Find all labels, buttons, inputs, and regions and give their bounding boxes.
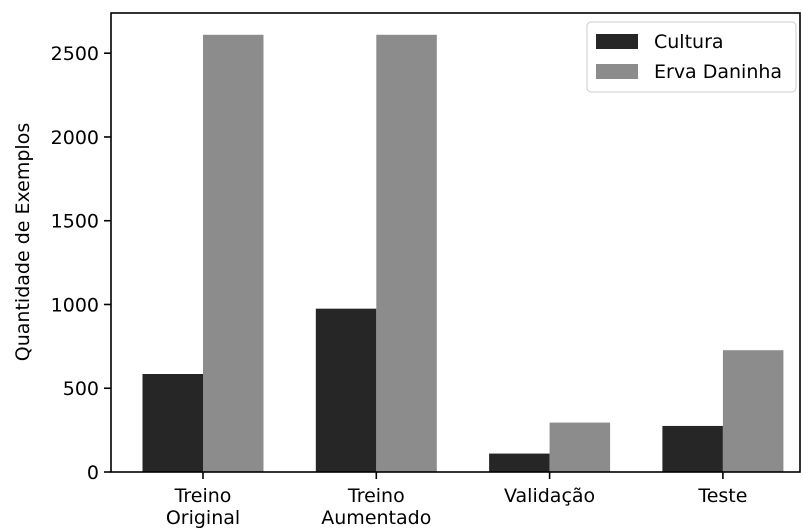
legend-label-erva-daninha: Erva Daninha (654, 61, 782, 83)
bar-erva-daninha-2 (549, 422, 611, 472)
bar-cultura-2 (489, 453, 550, 472)
x-category-label: Treino (347, 485, 405, 507)
bars-group (142, 34, 784, 472)
bar-cultura-1 (315, 308, 377, 472)
y-tick-label: 500 (63, 378, 99, 400)
legend-label-cultura: Cultura (654, 31, 724, 53)
y-axis: 0 500 1000 1500 2000 2500 (51, 43, 111, 484)
y-tick-label: 1500 (51, 211, 99, 233)
x-category-label: Validação (504, 485, 595, 507)
x-category-label: Aumentado (321, 507, 431, 528)
y-axis-label: Quantidade de Exemplos (12, 123, 34, 361)
legend: Cultura Erva Daninha (586, 21, 797, 93)
bar-cultura-3 (662, 425, 723, 472)
legend-swatch-erva-daninha (596, 64, 638, 79)
y-tick-label: 1000 (51, 294, 99, 316)
y-tick-label: 0 (87, 462, 99, 484)
legend-swatch-cultura (596, 34, 638, 49)
bar-erva-daninha-3 (722, 350, 784, 472)
x-category-label: Original (166, 507, 240, 528)
x-category-label: Treino (174, 485, 232, 507)
bar-erva-daninha-0 (203, 34, 264, 472)
bar-cultura-0 (142, 374, 203, 472)
legend-frame (586, 21, 797, 93)
x-category-label: Teste (697, 485, 747, 507)
plot-area-frame (110, 12, 801, 473)
y-tick-label: 2000 (51, 127, 99, 149)
bar-erva-daninha-1 (376, 34, 437, 472)
y-tick-label: 2500 (51, 43, 99, 65)
